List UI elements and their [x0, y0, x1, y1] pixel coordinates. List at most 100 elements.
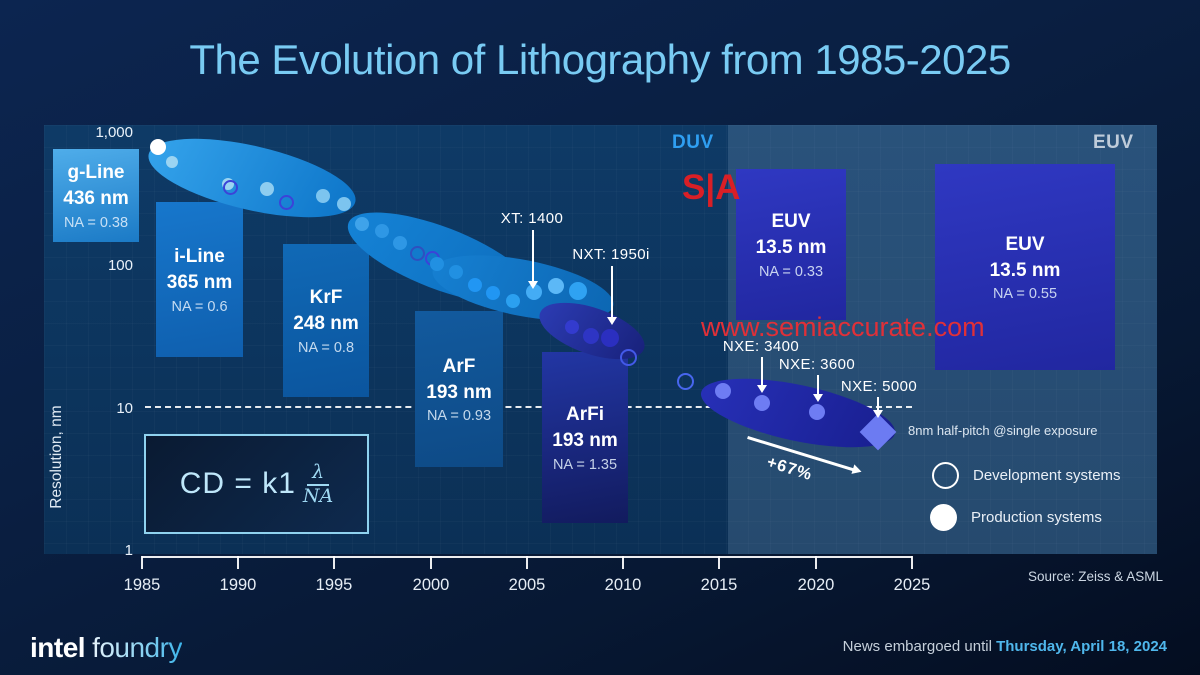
y-tick-label: 10: [116, 400, 133, 417]
tool-wavelength: 248 nm: [293, 313, 359, 334]
growth-arrow-label: +67%: [764, 453, 815, 485]
tool-name: EUV: [771, 211, 811, 233]
resolution-formula-box: CD = k1 λ NA: [144, 434, 369, 534]
tool-wavelength: 365 nm: [166, 272, 233, 293]
data-point-production: [569, 282, 587, 300]
x-tick-label: 1990: [219, 576, 257, 594]
x-tick-label: 2025: [893, 576, 931, 594]
data-point-production: [583, 328, 599, 344]
x-tick-label: 2000: [412, 576, 450, 594]
half-pitch-note: 8nm half-pitch @single exposure: [908, 423, 1098, 438]
production-systems-icon: [930, 504, 957, 531]
tool-name: i-Line: [174, 246, 225, 268]
tool-na: NA = 0.55: [992, 286, 1058, 303]
data-point-production: [506, 294, 520, 308]
annotation-label: XT: 1400: [500, 210, 564, 227]
data-point-production: [393, 236, 407, 250]
data-point-development: [279, 195, 294, 210]
y-axis-title: Resolution, nm: [48, 405, 65, 509]
embargo-prefix: News embargoed until: [842, 638, 997, 655]
development-systems-icon: [932, 462, 959, 489]
data-point-development: [620, 349, 637, 366]
data-point-production: [150, 139, 166, 155]
page-title: The Evolution of Lithography from 1985-2…: [189, 36, 1011, 83]
tool-na: NA = 0.33: [758, 263, 824, 280]
annotation-arrow-head: [873, 410, 883, 418]
x-tick-mark: [911, 556, 913, 569]
data-point-development: [410, 246, 425, 261]
x-tick-label: 2005: [508, 576, 546, 594]
tool-wavelength: 13.5 nm: [989, 259, 1061, 281]
growth-arrow-head: [851, 464, 863, 477]
tool-box-arfi-1.35: ArFi 193 nm NA = 1.35: [542, 352, 628, 523]
data-point-production: [375, 224, 389, 238]
intel-wordmark: intel: [30, 632, 86, 663]
tool-box-euv-0.55: EUV 13.5 nm NA = 0.55: [935, 164, 1115, 370]
formula-denominator-na: NA: [302, 484, 334, 507]
tool-box-arf-0.93: ArF 193 nm NA = 0.93: [415, 311, 503, 467]
annotation-label: NXE: 3600: [778, 356, 856, 373]
annotation-arrow-line: [761, 357, 763, 386]
data-point-production: [486, 286, 500, 300]
tool-wavelength: 193 nm: [552, 430, 618, 451]
tool-name: EUV: [1005, 233, 1045, 255]
x-tick-mark: [718, 556, 720, 569]
x-tick-label: 1985: [123, 576, 161, 594]
legend-production-label: Production systems: [971, 509, 1102, 526]
formula-numerator-lambda: λ: [307, 461, 330, 486]
x-tick-label: 2015: [700, 576, 738, 594]
tool-na: NA = 0.6: [171, 298, 228, 315]
annotation-arrow-head: [813, 394, 823, 402]
data-point-production: [754, 395, 770, 411]
euv-region-label: EUV: [1093, 132, 1134, 153]
tool-name: g-Line: [67, 162, 125, 184]
annotation-label: NXE: 5000: [840, 378, 918, 395]
x-tick-mark: [526, 556, 528, 569]
annotation-arrow-line: [611, 266, 613, 318]
legend-development-label: Development systems: [973, 467, 1121, 484]
data-point-production: [316, 189, 330, 203]
data-point-production: [260, 182, 274, 196]
legend-development: Development systems: [932, 462, 1121, 489]
intel-foundry-logo: intel foundry: [30, 632, 182, 664]
annotation-arrow-line: [532, 230, 534, 282]
data-point-production: [355, 217, 369, 231]
tool-box-euv-0.33: EUV 13.5 nm NA = 0.33: [736, 169, 846, 320]
annotation-arrow-line: [877, 397, 879, 411]
x-tick-mark: [333, 556, 335, 569]
tool-wavelength: 436 nm: [63, 188, 129, 209]
semiaccurate-sa-watermark: S|A: [682, 168, 741, 207]
annotation-label: NXE: 3400: [722, 338, 800, 355]
10nm-dashed-gridline: [145, 406, 912, 408]
annotation-arrow-head: [607, 317, 617, 325]
annotation-arrow-line: [817, 375, 819, 395]
x-tick-label: 2010: [604, 576, 642, 594]
embargo-date: Thursday, April 18, 2024: [996, 638, 1167, 655]
tool-na: NA = 0.8: [297, 339, 355, 356]
data-point-production: [468, 278, 482, 292]
tool-na: NA = 0.38: [63, 214, 129, 231]
y-tick-label: 1: [124, 542, 133, 559]
tool-wavelength: 193 nm: [426, 381, 492, 403]
embargo-notice: News embargoed until Thursday, April 18,…: [843, 638, 1167, 655]
data-point-production: [715, 383, 731, 399]
data-point-production: [809, 404, 825, 420]
tool-name: KrF: [309, 287, 343, 309]
foundry-wordmark: foundry: [92, 632, 182, 663]
data-point-production: [601, 329, 619, 347]
data-point-production: [430, 257, 444, 271]
tool-na: NA = 1.35: [552, 456, 618, 473]
tool-wavelength: 13.5 nm: [755, 237, 827, 258]
tool-name: ArFi: [566, 404, 604, 426]
y-tick-label: 1,000: [95, 124, 133, 141]
data-point-production: [337, 197, 351, 211]
duv-region-label: DUV: [672, 132, 714, 153]
data-point-production: [166, 156, 178, 168]
data-point-production: [565, 320, 579, 334]
tool-box-krf-0.8: KrF 248 nm NA = 0.8: [283, 244, 369, 397]
tool-box-g-line-0.38: g-Line 436 nm NA = 0.38: [53, 149, 139, 242]
source-credit: Source: Zeiss & ASML: [1027, 569, 1163, 584]
annotation-arrow-head: [528, 281, 538, 289]
annotation-label: NXT: 1950i: [572, 246, 650, 263]
